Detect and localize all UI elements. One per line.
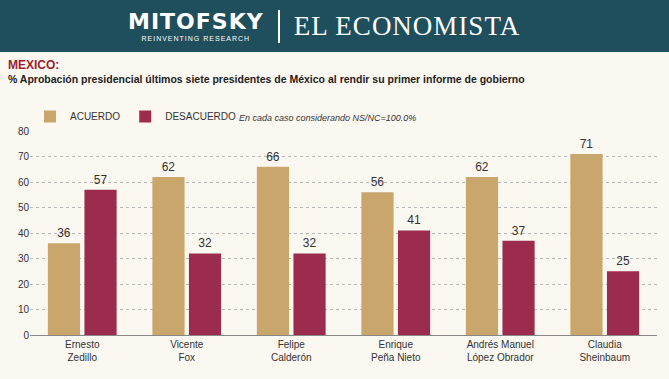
svg-text:40: 40 — [18, 228, 30, 239]
html-text:MEXICO:: MEXICO: — [8, 58, 60, 72]
html-text:EL ECONOMISTA: EL ECONOMISTA — [293, 10, 521, 41]
svg-text:30: 30 — [18, 253, 30, 264]
svg-text:60: 60 — [18, 177, 30, 188]
html-text:MITOFSKY: MITOFSKY — [128, 8, 264, 34]
svg-text:32: 32 — [303, 236, 317, 250]
svg-text:DESACUERDO: DESACUERDO — [165, 111, 236, 122]
svg-text:80: 80 — [18, 126, 30, 137]
svg-text:ErnestoZedillo: ErnestoZedillo — [65, 339, 100, 363]
svg-text:ACUERDO: ACUERDO — [70, 111, 120, 122]
svg-text:36: 36 — [57, 226, 71, 240]
html-text:REINVENTING RESEARCH: REINVENTING RESEARCH — [141, 34, 251, 42]
svg-text:25: 25 — [616, 254, 630, 268]
svg-text:41: 41 — [407, 213, 421, 227]
svg-text:71: 71 — [580, 137, 594, 151]
svg-text:En cada caso considerando NS/N: En cada caso considerando NS/NC=100.0% — [239, 113, 416, 123]
svg-text:56: 56 — [371, 175, 385, 189]
svg-text:Andrés ManuelLópez Obrador: Andrés ManuelLópez Obrador — [467, 339, 535, 363]
html-text:% Aprobación presidencial últi: % Aprobación presidencial últimos siete … — [8, 73, 525, 85]
svg-text:50: 50 — [18, 202, 30, 213]
svg-text:EnriquePeña Nieto: EnriquePeña Nieto — [371, 339, 421, 363]
svg-text:0: 0 — [23, 330, 29, 341]
svg-text:66: 66 — [266, 150, 280, 164]
svg-text:62: 62 — [475, 160, 489, 174]
svg-text:10: 10 — [18, 304, 30, 315]
svg-text:VicenteFox: VicenteFox — [170, 339, 204, 363]
svg-text:FelipeCalderón: FelipeCalderón — [271, 339, 312, 363]
svg-text:57: 57 — [94, 173, 108, 187]
svg-text:70: 70 — [18, 151, 30, 162]
svg-text:20: 20 — [18, 279, 30, 290]
svg-text:62: 62 — [162, 160, 176, 174]
svg-text:ClaudiaSheinbaum: ClaudiaSheinbaum — [579, 339, 630, 363]
svg-text:32: 32 — [198, 236, 212, 250]
svg-text:37: 37 — [512, 224, 526, 238]
